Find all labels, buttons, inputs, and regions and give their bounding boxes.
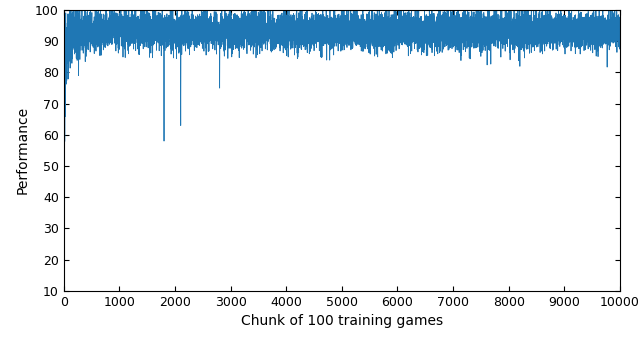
Y-axis label: Performance: Performance xyxy=(15,106,29,194)
X-axis label: Chunk of 100 training games: Chunk of 100 training games xyxy=(241,314,443,328)
